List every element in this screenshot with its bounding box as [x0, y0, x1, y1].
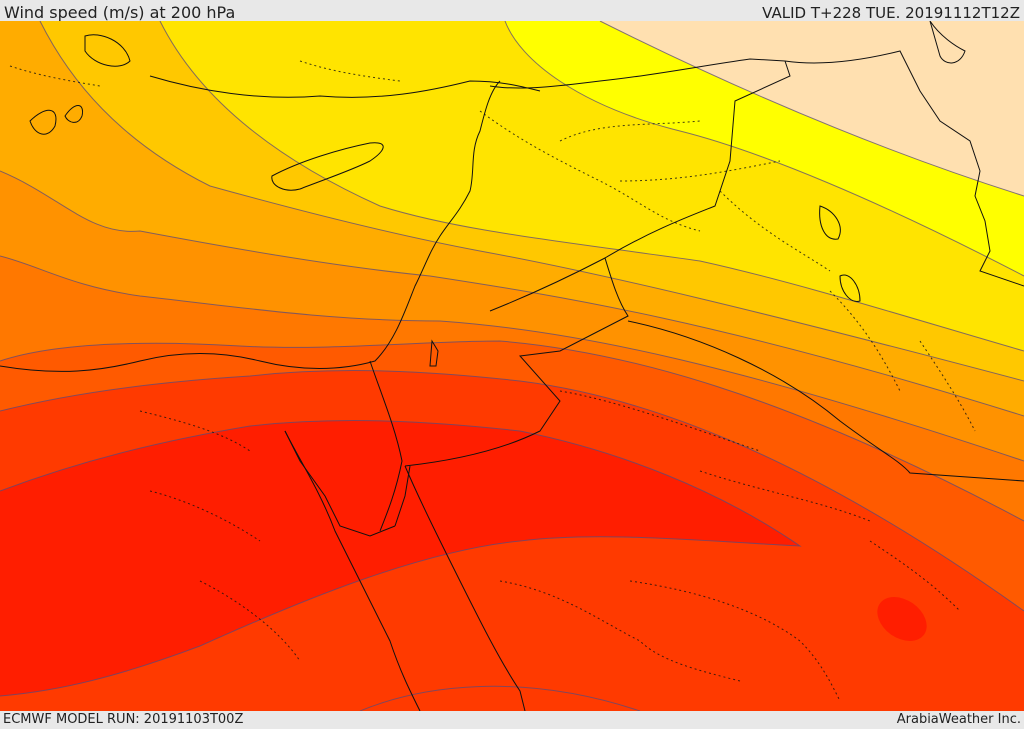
aegean-island-3 [64, 105, 84, 123]
band-9-spot [877, 597, 927, 641]
coastline-mediterranean [0, 80, 501, 372]
caspian-lake-1 [819, 205, 841, 240]
gulf-aqaba [394, 465, 411, 527]
gulf-suez [284, 430, 396, 537]
red-sea-east-coast [404, 465, 526, 711]
aegean-island-2 [84, 34, 131, 67]
border-iraq-saudi [627, 320, 1024, 482]
aegean-island-1 [29, 109, 57, 135]
coastline-turkey [149, 75, 541, 98]
cyprus-coast [271, 142, 384, 191]
lake-van [929, 21, 966, 64]
chart-title: Wind speed (m/s) at 200 hPa [4, 3, 236, 22]
header-bar: Wind speed (m/s) at 200 hPa VALID T+228 … [0, 0, 1024, 22]
credit-label: ArabiaWeather Inc. [896, 712, 1021, 727]
province-borders [9, 60, 976, 702]
weather-map [0, 21, 1024, 711]
border-turkey-syria [489, 58, 786, 89]
sinai-border [369, 360, 403, 532]
country-borders [0, 21, 1024, 711]
red-sea-west-coast [284, 430, 421, 711]
border-syria-iraq [604, 60, 791, 259]
border-iran [784, 50, 1024, 287]
border-jordan-iraq [404, 257, 629, 467]
caspian-lake-2 [839, 274, 861, 302]
footer-bar: ECMWF MODEL RUN: 20191103T00Z ArabiaWeat… [0, 711, 1024, 729]
model-run-label: ECMWF MODEL RUN: 20191103T00Z [3, 712, 244, 727]
contour-lines [0, 21, 1024, 711]
wind-speed-map-svg [0, 21, 1024, 711]
band-9 [0, 420, 800, 696]
dead-sea [429, 339, 439, 367]
valid-time-label: VALID T+228 TUE. 20191112T12Z [762, 4, 1020, 22]
